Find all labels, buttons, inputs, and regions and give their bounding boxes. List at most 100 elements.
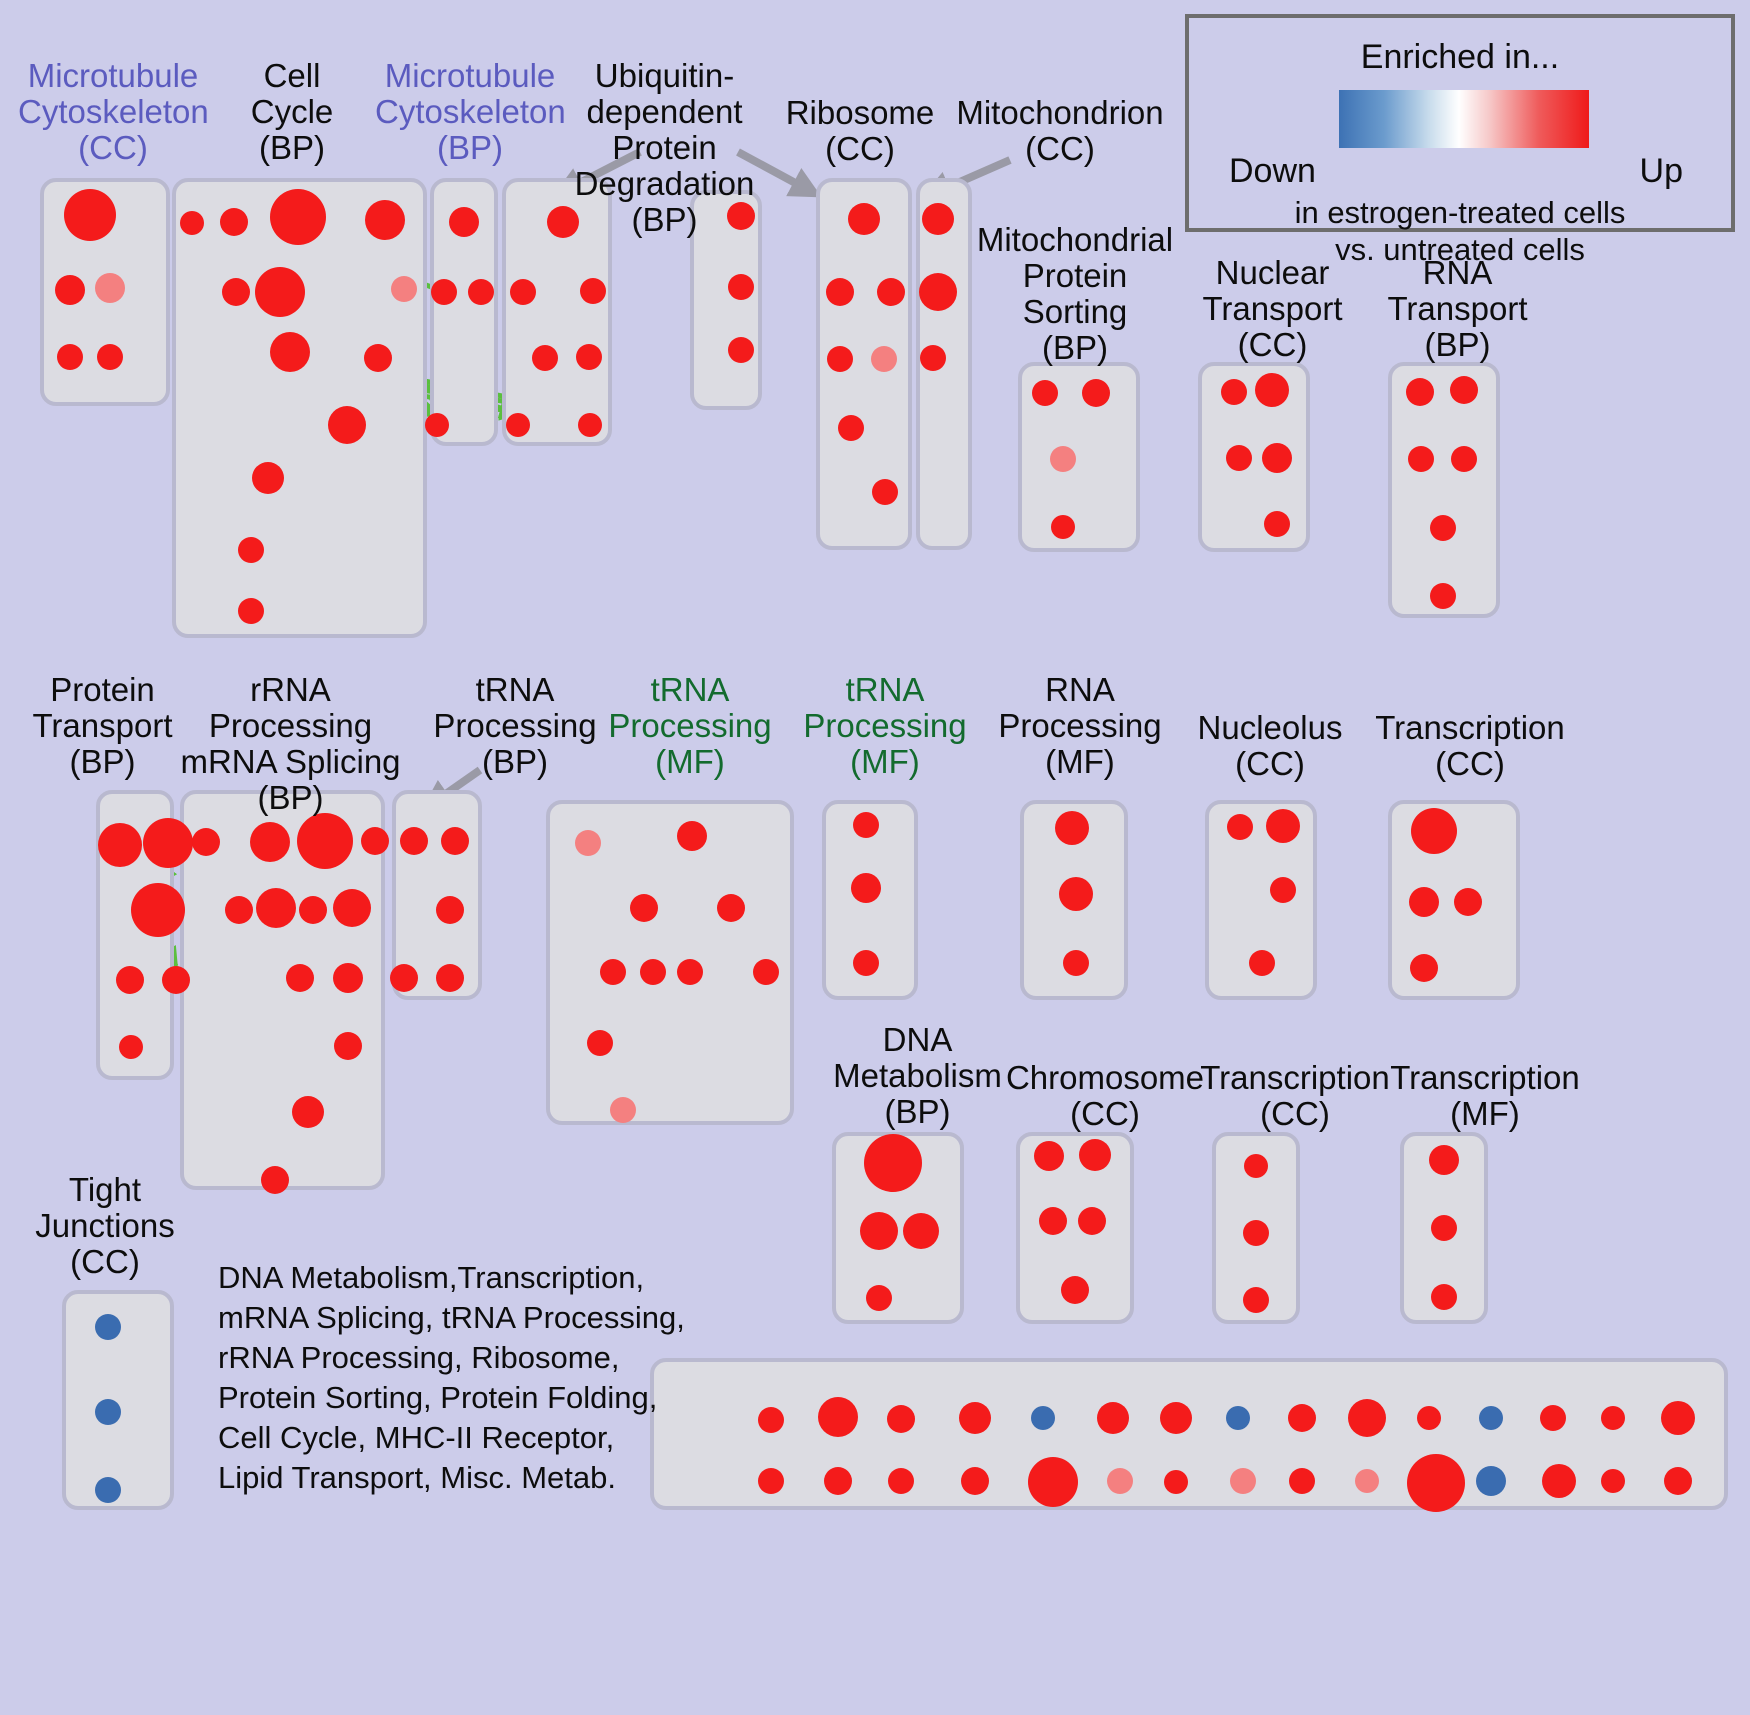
go-term-node[interactable] (1160, 1402, 1192, 1434)
go-term-node[interactable] (1454, 888, 1482, 916)
go-term-node[interactable] (532, 345, 558, 371)
go-term-node[interactable] (1079, 1139, 1111, 1171)
go-term-node[interactable] (1431, 1284, 1457, 1310)
go-term-node[interactable] (1226, 1406, 1250, 1430)
go-term-node[interactable] (1243, 1287, 1269, 1313)
go-term-node[interactable] (390, 964, 418, 992)
go-term-node[interactable] (436, 964, 464, 992)
go-term-node[interactable] (753, 959, 779, 985)
cluster-nuclear-transport[interactable] (1198, 362, 1310, 552)
go-term-node[interactable] (131, 883, 185, 937)
go-term-node[interactable] (872, 479, 898, 505)
go-term-node[interactable] (838, 415, 864, 441)
go-term-node[interactable] (1542, 1464, 1576, 1498)
go-term-node[interactable] (1661, 1401, 1695, 1435)
go-term-node[interactable] (361, 827, 389, 855)
go-term-node[interactable] (1061, 1276, 1089, 1304)
go-term-node[interactable] (261, 1166, 289, 1194)
go-term-node[interactable] (728, 274, 754, 300)
go-term-node[interactable] (238, 598, 264, 624)
go-term-node[interactable] (365, 200, 405, 240)
go-term-node[interactable] (97, 344, 123, 370)
go-term-node[interactable] (610, 1097, 636, 1123)
go-term-node[interactable] (449, 207, 479, 237)
go-term-node[interactable] (827, 346, 853, 372)
go-term-node[interactable] (334, 1032, 362, 1060)
go-term-node[interactable] (1409, 887, 1439, 917)
go-term-node[interactable] (1270, 877, 1296, 903)
go-term-node[interactable] (1039, 1207, 1067, 1235)
go-term-node[interactable] (1107, 1468, 1133, 1494)
go-term-node[interactable] (824, 1467, 852, 1495)
go-term-node[interactable] (333, 963, 363, 993)
go-term-node[interactable] (292, 1096, 324, 1128)
go-term-node[interactable] (162, 966, 190, 994)
go-term-node[interactable] (436, 896, 464, 924)
go-term-node[interactable] (1288, 1404, 1316, 1432)
go-term-node[interactable] (400, 827, 428, 855)
go-term-node[interactable] (851, 873, 881, 903)
go-term-node[interactable] (468, 279, 494, 305)
go-term-node[interactable] (630, 894, 658, 922)
go-term-node[interactable] (1348, 1399, 1386, 1437)
go-term-node[interactable] (510, 279, 536, 305)
go-term-node[interactable] (1450, 376, 1478, 404)
go-term-node[interactable] (826, 278, 854, 306)
go-term-node[interactable] (1476, 1466, 1506, 1496)
go-term-node[interactable] (425, 413, 449, 437)
go-term-node[interactable] (57, 344, 83, 370)
go-term-node[interactable] (220, 208, 248, 236)
go-term-node[interactable] (1082, 379, 1110, 407)
go-term-node[interactable] (758, 1407, 784, 1433)
go-term-node[interactable] (1417, 1406, 1441, 1430)
go-term-node[interactable] (547, 206, 579, 238)
go-term-node[interactable] (1249, 950, 1275, 976)
go-term-node[interactable] (959, 1402, 991, 1434)
go-term-node[interactable] (864, 1134, 922, 1192)
go-term-node[interactable] (1226, 445, 1252, 471)
go-term-node[interactable] (333, 889, 371, 927)
go-term-node[interactable] (1034, 1141, 1064, 1171)
go-term-node[interactable] (441, 827, 469, 855)
cluster-mitochondrion[interactable] (916, 178, 972, 550)
go-term-node[interactable] (222, 278, 250, 306)
go-term-node[interactable] (180, 211, 204, 235)
go-term-node[interactable] (1244, 1154, 1268, 1178)
go-term-node[interactable] (877, 278, 905, 306)
go-term-node[interactable] (887, 1405, 915, 1433)
go-term-node[interactable] (1264, 511, 1290, 537)
go-term-node[interactable] (297, 813, 353, 869)
go-term-node[interactable] (1097, 1402, 1129, 1434)
go-term-node[interactable] (95, 1399, 121, 1425)
go-term-node[interactable] (1255, 373, 1289, 407)
go-term-node[interactable] (1050, 446, 1076, 472)
go-term-node[interactable] (1411, 808, 1457, 854)
go-term-node[interactable] (299, 896, 327, 924)
go-term-node[interactable] (1051, 515, 1075, 539)
go-term-node[interactable] (1227, 814, 1253, 840)
go-term-node[interactable] (600, 959, 626, 985)
go-term-node[interactable] (1540, 1405, 1566, 1431)
go-term-node[interactable] (391, 276, 417, 302)
go-term-node[interactable] (143, 818, 193, 868)
go-term-node[interactable] (1028, 1457, 1078, 1507)
go-term-node[interactable] (576, 344, 602, 370)
go-term-node[interactable] (1063, 950, 1089, 976)
cluster-cell-cycle[interactable] (172, 178, 427, 638)
go-term-node[interactable] (1031, 1406, 1055, 1430)
go-term-node[interactable] (727, 202, 755, 230)
go-term-node[interactable] (238, 537, 264, 563)
go-term-node[interactable] (1059, 877, 1093, 911)
go-term-node[interactable] (717, 894, 745, 922)
go-term-node[interactable] (1406, 378, 1434, 406)
go-term-node[interactable] (1243, 1220, 1269, 1246)
go-term-node[interactable] (1664, 1467, 1692, 1495)
go-term-node[interactable] (922, 203, 954, 235)
go-term-node[interactable] (1230, 1468, 1256, 1494)
go-term-node[interactable] (871, 346, 897, 372)
go-term-node[interactable] (1408, 446, 1434, 472)
go-term-node[interactable] (270, 189, 326, 245)
go-term-node[interactable] (848, 203, 880, 235)
go-term-node[interactable] (95, 1477, 121, 1503)
go-term-node[interactable] (250, 822, 290, 862)
